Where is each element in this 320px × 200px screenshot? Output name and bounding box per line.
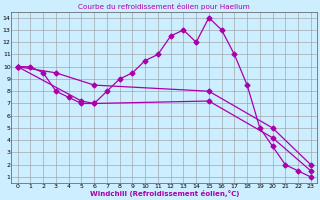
Title: Courbe du refroidissement éolien pour Haellum: Courbe du refroidissement éolien pour Ha… (78, 3, 250, 10)
X-axis label: Windchill (Refroidissement éolien,°C): Windchill (Refroidissement éolien,°C) (90, 190, 239, 197)
